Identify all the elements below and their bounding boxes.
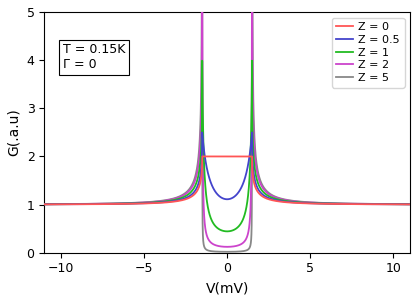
Z = 1: [407, 202, 412, 206]
Z = 0: [221, 155, 226, 158]
Z = 0.5: [42, 203, 47, 206]
Z = 5: [204, 248, 209, 252]
Z = 2: [215, 244, 220, 248]
Z = 1: [215, 226, 220, 230]
Z = 0.5: [205, 169, 210, 172]
Legend: Z = 0, Z = 0.5, Z = 1, Z = 2, Z = 5: Z = 0, Z = 0.5, Z = 1, Z = 2, Z = 5: [332, 18, 404, 88]
Z = 5: [205, 249, 210, 252]
Z = 0: [400, 203, 405, 206]
Z = 0: [204, 155, 209, 158]
Z = 2: [407, 202, 412, 206]
Z = 0.5: [221, 197, 226, 200]
Z = 1: [200, 59, 205, 63]
Line: Z = 0: Z = 0: [44, 156, 410, 204]
Z = 0: [225, 155, 230, 158]
Z = 2: [42, 202, 47, 206]
Line: Z = 2: Z = 2: [44, 0, 410, 247]
Z = 2: [400, 202, 405, 206]
Line: Z = 0.5: Z = 0.5: [44, 133, 410, 204]
Z = 0.5: [407, 203, 412, 206]
Z = 0: [215, 155, 220, 158]
X-axis label: V(mV): V(mV): [206, 281, 249, 295]
Z = 1: [42, 202, 47, 206]
Z = 2: [221, 245, 226, 249]
Z = 0.5: [205, 170, 210, 174]
Z = 0.5: [204, 167, 209, 170]
Z = 0: [42, 203, 47, 206]
Z = 1: [221, 229, 226, 233]
Z = 0: [205, 155, 210, 158]
Z = 0: [407, 203, 412, 206]
Text: T = 0.15K
Γ = 0: T = 0.15K Γ = 0: [63, 43, 125, 71]
Z = 1: [205, 204, 210, 208]
Z = 5: [205, 248, 210, 252]
Z = 0.5: [215, 193, 220, 197]
Z = 0.5: [200, 131, 205, 134]
Z = 1: [204, 199, 209, 203]
Z = 5: [42, 202, 47, 206]
Y-axis label: G(.a.u): G(.a.u): [7, 108, 21, 156]
Z = 5: [407, 202, 412, 206]
Z = 2: [204, 234, 209, 238]
Line: Z = 5: Z = 5: [44, 0, 410, 252]
Z = 1: [400, 202, 405, 206]
Z = 1: [225, 230, 230, 233]
Z = 2: [225, 245, 230, 249]
Z = 2: [205, 236, 210, 240]
Line: Z = 1: Z = 1: [44, 61, 410, 231]
Z = 0: [205, 155, 210, 158]
Z = 1: [205, 202, 210, 206]
Z = 5: [400, 202, 405, 206]
Z = 5: [221, 250, 226, 254]
Z = 0.5: [400, 203, 405, 206]
Z = 5: [225, 250, 230, 254]
Z = 2: [205, 235, 210, 239]
Z = 5: [215, 250, 220, 253]
